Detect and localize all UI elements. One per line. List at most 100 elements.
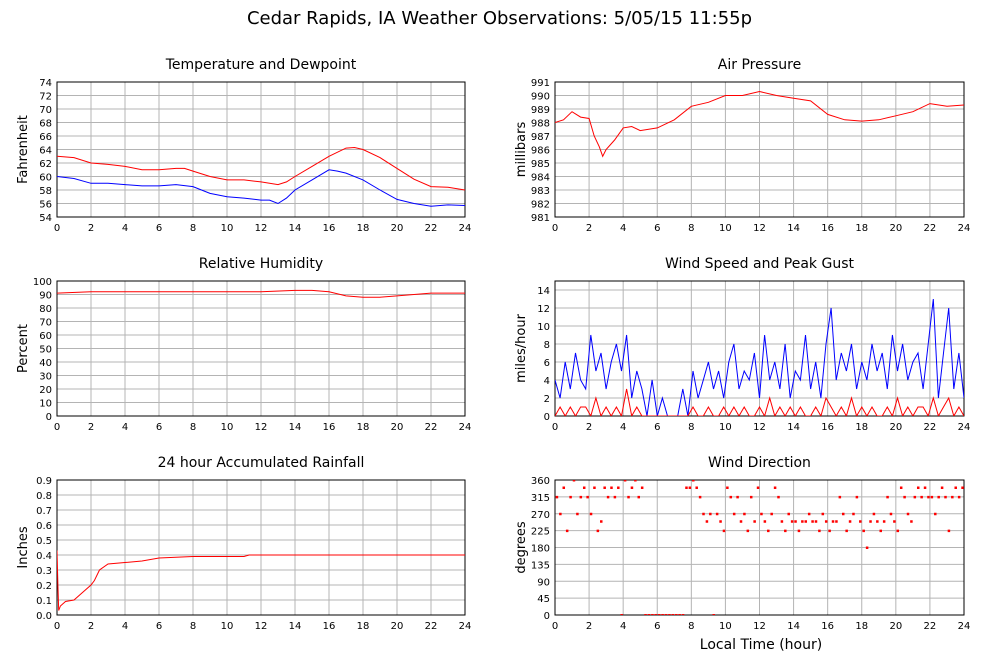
direction-point	[947, 529, 951, 533]
direction-point	[896, 529, 900, 533]
y-tick-label: 8	[544, 340, 550, 351]
y-tick-label: 990	[531, 92, 550, 103]
y-tick-label: 56	[39, 200, 52, 211]
x-tick-label: 6	[654, 223, 660, 234]
direction-point	[613, 495, 617, 499]
direction-point	[934, 512, 937, 516]
x-tick-label: 10	[221, 621, 234, 632]
direction-point	[957, 495, 961, 499]
y-tick-label: 45	[537, 594, 550, 605]
x-tick-label: 20	[889, 621, 902, 632]
y-tick-label: 270	[531, 510, 550, 521]
wind-ylabel: miles/hour	[514, 313, 529, 382]
x-tick-label: 8	[190, 422, 196, 433]
x-tick-label: 8	[190, 223, 196, 234]
x-tick-label: 10	[221, 223, 234, 234]
x-tick-label: 4	[620, 223, 626, 234]
y-tick-label: 986	[531, 146, 550, 157]
humidity-series-0-line	[57, 289, 465, 298]
y-tick-label: 70	[39, 318, 52, 329]
x-tick-label: 14	[787, 621, 800, 632]
x-tick-label: 0	[552, 422, 558, 433]
x-tick-label: 16	[323, 621, 336, 632]
y-tick-label: 989	[531, 105, 550, 116]
direction-point	[685, 486, 688, 489]
y-tick-label: 4	[544, 376, 550, 387]
direction-point	[610, 486, 613, 489]
direction-point	[920, 495, 923, 499]
y-tick-label: 981	[531, 213, 550, 224]
y-tick-label: 0	[544, 611, 550, 622]
direction-point	[586, 495, 589, 499]
humidity-title: Relative Humidity	[199, 256, 323, 272]
direction-point	[859, 520, 862, 523]
humidity-ylabel: Percent	[16, 324, 31, 373]
x-tick-label: 14	[787, 422, 800, 433]
x-tick-label: 6	[654, 422, 660, 433]
y-tick-label: 60	[39, 331, 52, 342]
plot-frame	[56, 81, 466, 218]
direction-point	[756, 486, 760, 489]
x-tick-label: 20	[391, 223, 404, 234]
x-tick-label: 20	[889, 223, 902, 234]
y-tick-label: 40	[39, 358, 52, 369]
direction-point	[913, 495, 917, 499]
x-tick-label: 22	[425, 621, 438, 632]
y-tick-label: 0.1	[36, 596, 52, 607]
direction-title: Wind Direction	[708, 455, 811, 471]
direction-point	[603, 486, 606, 489]
wind-series-1-line	[555, 388, 964, 416]
y-tick-label: 983	[531, 186, 550, 197]
rain-ylabel: Inches	[16, 526, 31, 568]
x-tick-label: 20	[889, 422, 902, 433]
x-tick-label: 18	[855, 422, 868, 433]
y-tick-label: 225	[531, 527, 550, 538]
direction-point	[876, 520, 879, 523]
direction-point	[838, 495, 842, 499]
direction-point	[688, 486, 692, 489]
wind-title: Wind Speed and Peak Gust	[665, 256, 854, 272]
direction-point	[855, 495, 859, 499]
direction-point	[753, 520, 756, 523]
direction-point	[596, 529, 600, 533]
direction-point	[576, 512, 579, 516]
x-tick-label: 0	[54, 422, 60, 433]
x-tick-label: 14	[289, 621, 302, 632]
direction-ylabel: degrees	[514, 521, 529, 574]
x-tick-label: 0	[54, 621, 60, 632]
x-tick-label: 6	[156, 422, 162, 433]
direction-point	[664, 614, 668, 615]
y-tick-label: 74	[39, 78, 52, 89]
x-tick-label: 6	[654, 621, 660, 632]
x-tick-label: 24	[958, 223, 971, 234]
x-tick-label: 12	[255, 621, 268, 632]
direction-point	[579, 495, 583, 499]
pressure-ylabel: millibars	[514, 122, 529, 178]
direction-point	[845, 529, 848, 533]
y-tick-label: 10	[537, 322, 550, 333]
direction-point	[893, 520, 896, 523]
x-tick-label: 10	[719, 422, 732, 433]
direction-point	[944, 495, 947, 499]
direction-point	[862, 529, 865, 533]
y-tick-label: 985	[531, 159, 550, 170]
direction-point	[678, 614, 681, 615]
direction-point	[763, 520, 767, 523]
direction-point	[886, 495, 889, 499]
x-tick-label: 18	[357, 621, 370, 632]
direction-point	[620, 614, 623, 615]
direction-point	[606, 495, 610, 499]
direction-point	[777, 495, 780, 499]
direction-point	[623, 480, 627, 482]
x-tick-label: 12	[255, 422, 268, 433]
x-tick-label: 10	[719, 621, 732, 632]
direction-point	[555, 495, 559, 499]
y-tick-label: 2	[544, 394, 550, 405]
pressure-title: Air Pressure	[718, 57, 801, 73]
direction-point	[923, 486, 927, 489]
direction-point	[773, 486, 777, 489]
y-tick-label: 62	[39, 159, 52, 170]
direction-point	[801, 520, 804, 523]
y-tick-label: 14	[537, 286, 550, 297]
direction-point	[787, 512, 790, 516]
